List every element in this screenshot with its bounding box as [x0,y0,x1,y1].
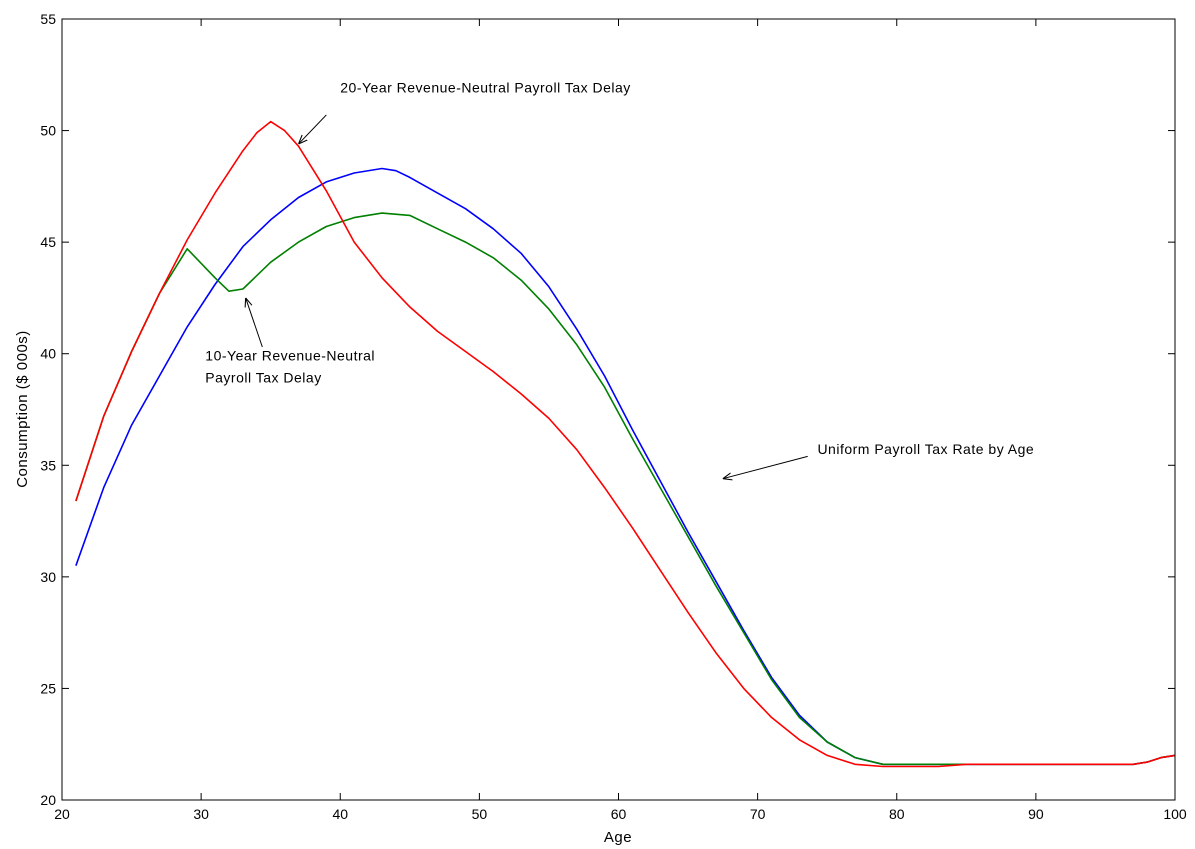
annotation-1-arrow [246,298,263,348]
annotation-1-line-1: Payroll Tax Delay [205,369,321,385]
y-tick-label-20: 20 [40,792,56,808]
y-tick-label-25: 25 [40,680,56,696]
x-tick-label-40: 40 [332,806,348,822]
x-axis-label: Age [604,829,632,846]
annotation-2-arrow [723,455,808,478]
series-line-2 [75,120,1176,768]
x-tick-label-30: 30 [193,806,209,822]
x-tick-label-60: 60 [611,806,627,822]
y-tick-label-30: 30 [40,569,56,585]
y-tick-label-40: 40 [40,346,56,362]
y-tick-label-35: 35 [40,457,56,473]
annotation-0-line-0: 20-Year Revenue-Neutral Payroll Tax Dela… [340,80,631,96]
annotation-2-line-0: Uniform Payroll Tax Rate by Age [817,441,1034,457]
series-line-1 [75,212,1176,766]
x-tick-label-100: 100 [1163,806,1187,822]
x-tick-label-80: 80 [889,806,905,822]
plot-frame [61,18,1176,801]
series-line-0 [75,167,1176,766]
x-tick-label-70: 70 [750,806,766,822]
ticks-layer: 20 30 40 50 60 70 80 90 100 20 25 30 35 40 45 50 55 [40,11,1186,822]
x-tick-label-20: 20 [54,806,70,822]
y-tick-label-45: 45 [40,234,56,250]
annotation-1-line-0: 10-Year Revenue-Neutral [205,347,375,363]
x-tick-label-90: 90 [1028,806,1044,822]
y-tick-label-50: 50 [40,123,56,139]
annotation-0-arrow [299,114,327,144]
y-axis-label: Consumption ($ 000s) [14,330,31,488]
x-tick-label-50: 50 [472,806,488,822]
y-tick-label-55: 55 [40,11,56,27]
series-layer [75,120,1176,768]
annotations-layer: 20-Year Revenue-Neutral Payroll Tax Dela… [205,80,1034,479]
